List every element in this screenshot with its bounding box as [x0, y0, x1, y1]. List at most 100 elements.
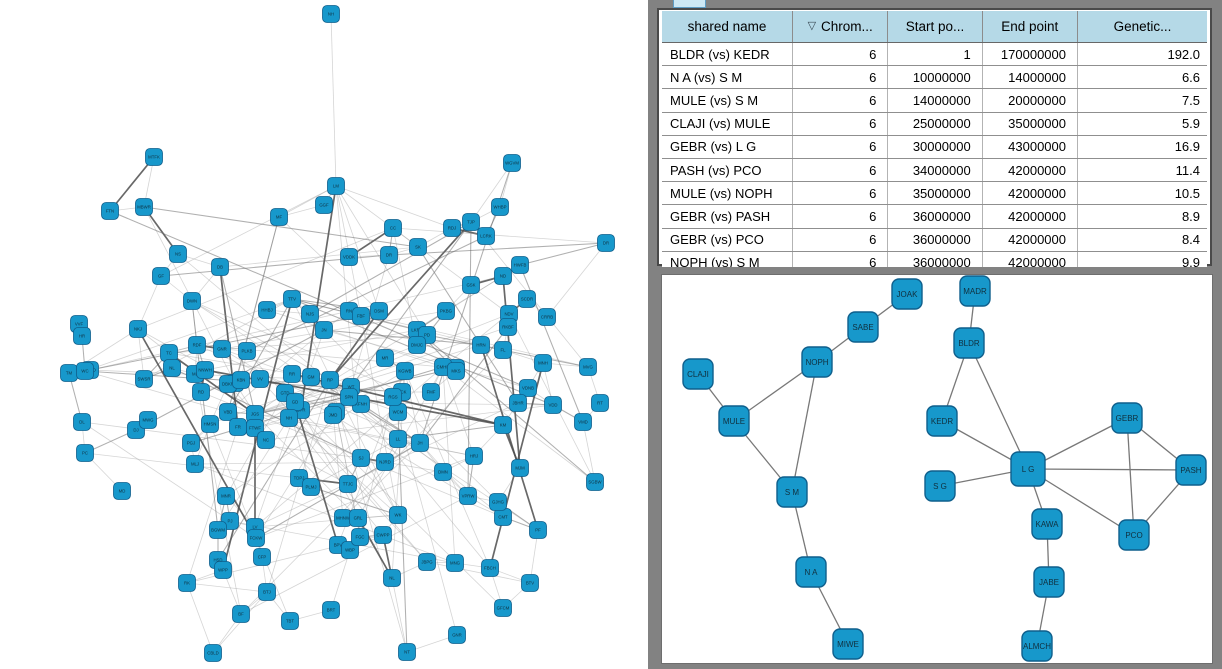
network-node[interactable]: S M	[776, 476, 808, 508]
graph-node[interactable]: KGWB	[396, 362, 414, 380]
graph-node[interactable]: MTFK	[145, 148, 163, 166]
graph-node[interactable]: DL	[73, 413, 91, 431]
graph-node[interactable]: NL	[383, 569, 401, 587]
graph-node[interactable]: NNWH	[196, 361, 214, 379]
graph-node[interactable]: DSM	[370, 302, 388, 320]
graph-node[interactable]: JMD	[324, 406, 342, 424]
graph-node[interactable]: RR	[283, 365, 301, 383]
network-edge[interactable]	[791, 361, 818, 493]
graph-node[interactable]: MF	[270, 208, 288, 226]
graph-node[interactable]: MR	[376, 349, 394, 367]
table-row[interactable]: GEBR (vs) PCO 6 36000000 42000000 8.4	[662, 228, 1207, 252]
graph-node[interactable]: SCDR	[518, 290, 536, 308]
graph-node[interactable]: TM	[60, 364, 78, 382]
column-header-chromosome[interactable]: ▽ Chrom...	[793, 11, 889, 42]
graph-node[interactable]: RK	[178, 574, 196, 592]
graph-node[interactable]: FGC	[351, 528, 369, 546]
graph-node[interactable]: VDDK	[340, 248, 358, 266]
graph-node[interactable]: FTN	[101, 202, 119, 220]
network-node[interactable]: N A	[795, 556, 827, 588]
network-node[interactable]: KAWA	[1031, 508, 1063, 540]
network-node[interactable]: SABE	[847, 311, 879, 343]
graph-node[interactable]: JBPG	[418, 553, 436, 571]
graph-node[interactable]: FBF	[352, 307, 370, 325]
graph-node[interactable]: MNH	[534, 354, 552, 372]
graph-node[interactable]: PKBG	[437, 302, 455, 320]
graph-node[interactable]: CWPP	[374, 526, 392, 544]
graph-node[interactable]: GF	[152, 267, 170, 285]
graph-node[interactable]: GRL	[349, 509, 367, 527]
graph-node[interactable]: NH	[280, 409, 298, 427]
graph-node[interactable]: SJ	[352, 449, 370, 467]
graph-node[interactable]: GGF	[315, 196, 333, 214]
graph-node[interactable]: MD	[113, 482, 131, 500]
graph-node[interactable]: CC	[384, 219, 402, 237]
graph-node[interactable]: VBD	[219, 403, 237, 421]
graph-node[interactable]: BRT	[322, 601, 340, 619]
graph-node[interactable]: FR	[229, 418, 247, 436]
graph-node[interactable]: JN	[315, 321, 333, 339]
network-node[interactable]: GEBR	[1111, 402, 1143, 434]
graph-node[interactable]: PC	[76, 444, 94, 462]
graph-node[interactable]: HRN	[472, 336, 490, 354]
network-node[interactable]: JABE	[1033, 566, 1065, 598]
graph-node[interactable]: NT	[398, 643, 416, 661]
table-row[interactable]: PASH (vs) PCO 6 34000000 42000000 11.4	[662, 158, 1207, 183]
column-header-shared-name[interactable]: shared name	[662, 11, 794, 42]
graph-node[interactable]: GM	[302, 368, 320, 386]
network-node[interactable]: KEDR	[926, 405, 958, 437]
graph-node[interactable]: DR	[597, 234, 615, 252]
graph-node[interactable]: HHBJ	[258, 301, 276, 319]
graph-node[interactable]: SGBW	[586, 473, 604, 491]
graph-node[interactable]: WBP	[341, 541, 359, 559]
graph-node[interactable]: NS	[169, 245, 187, 263]
column-header-genetic[interactable]: Genetic...	[1077, 11, 1207, 42]
graph-node[interactable]: LL	[389, 430, 407, 448]
table-panel-tab[interactable]	[673, 0, 706, 8]
graph-node[interactable]: VV	[251, 370, 269, 388]
graph-node[interactable]: BF	[232, 605, 250, 623]
graph-node[interactable]: GSK	[462, 276, 480, 294]
column-header-start-point[interactable]: Start po...	[888, 11, 983, 42]
graph-node[interactable]: FCKW	[247, 529, 265, 547]
network-node[interactable]: MADR	[959, 275, 991, 307]
graph-node[interactable]: PGJ	[182, 434, 200, 452]
graph-node[interactable]: MLJ	[186, 455, 204, 473]
network-node[interactable]: NOPH	[801, 346, 833, 378]
graph-node[interactable]: MHNW	[334, 509, 352, 527]
graph-node[interactable]: NJS	[301, 305, 319, 323]
graph-node[interactable]: CBLD	[204, 644, 222, 662]
network-node[interactable]: CLAJI	[682, 358, 714, 390]
comparison-network-canvas[interactable]: JOAK SABE NOPH CLAJI MULE KEDR S G S M N A MIWE MA…	[662, 275, 1212, 663]
graph-node[interactable]: NC	[257, 431, 275, 449]
graph-node[interactable]: DWN	[183, 292, 201, 310]
network-node[interactable]: L G	[1010, 451, 1046, 487]
graph-node[interactable]: MBWR	[135, 198, 153, 216]
graph-node[interactable]: CMT	[494, 508, 512, 526]
graph-node[interactable]: RP	[321, 371, 339, 389]
graph-node[interactable]: LCRK	[477, 227, 495, 245]
graph-node[interactable]: MNR	[217, 487, 235, 505]
column-header-end-point[interactable]: End point	[982, 11, 1078, 42]
network-overview-canvas[interactable]: NHMTFKFTNMBWRNSGFVVFNKJTMRLNDSWSRDWNRDFG…	[0, 0, 648, 669]
graph-node[interactable]: CRRB	[538, 308, 556, 326]
graph-node[interactable]: RD	[192, 383, 210, 401]
graph-node[interactable]: JBHR	[509, 394, 527, 412]
graph-node[interactable]: NKJ	[129, 320, 147, 338]
network-node[interactable]: BLDR	[953, 327, 985, 359]
graph-node[interactable]: GNR	[448, 626, 466, 644]
table-row[interactable]: CLAJI (vs) MULE 6 25000000 35000000 5.9	[662, 112, 1207, 136]
graph-node[interactable]: WGVM	[503, 154, 521, 172]
network-node[interactable]: MULE	[718, 405, 750, 437]
table-row[interactable]: GEBR (vs) PASH 6 36000000 42000000 8.9	[662, 205, 1207, 229]
graph-node[interactable]: BTV	[521, 574, 539, 592]
graph-node[interactable]: HMSN	[201, 415, 219, 433]
graph-node[interactable]: TTV	[283, 290, 301, 308]
graph-node[interactable]: JH	[411, 434, 429, 452]
filter-icon[interactable]: ▽	[807, 20, 817, 32]
table-row[interactable]: N A (vs) S M 6 10000000 14000000 6.6	[662, 66, 1207, 90]
network-edge[interactable]	[1027, 468, 1135, 536]
graph-node[interactable]: PF	[529, 521, 547, 539]
graph-node[interactable]: WHBP	[491, 198, 509, 216]
network-node[interactable]: MIWE	[832, 628, 864, 660]
